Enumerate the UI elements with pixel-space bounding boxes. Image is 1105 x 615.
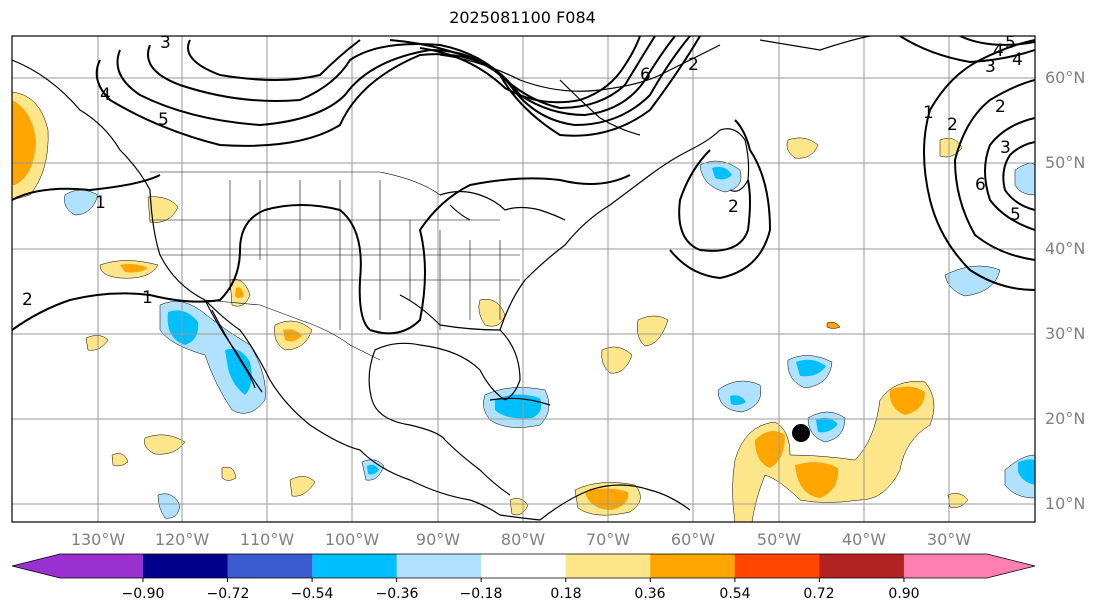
contour-label: 4 xyxy=(1012,50,1023,70)
contour-label: 2 xyxy=(947,115,958,135)
colorbar-tick: 0.36 xyxy=(634,586,666,602)
contour-label: 5 xyxy=(1010,205,1021,225)
colorbar-segment xyxy=(565,554,651,578)
contour-label: 3 xyxy=(160,33,171,53)
colorbar-tick: −0.72 xyxy=(206,586,250,602)
colorbar-tick: 0.54 xyxy=(719,586,751,602)
colorbar-extend-max xyxy=(987,554,1035,578)
lat-label: 50°N xyxy=(1045,153,1086,172)
colorbar-tick: 0.72 xyxy=(803,586,835,602)
colorbar-extend-min xyxy=(12,554,60,578)
colorbar-segment xyxy=(396,554,482,578)
colorbar-segment xyxy=(734,554,820,578)
lat-label: 20°N xyxy=(1045,409,1086,428)
colorbar-tick: −0.36 xyxy=(375,586,419,602)
contour-label: 2 xyxy=(995,97,1006,117)
storm-position-marker xyxy=(792,424,810,442)
contour-label: 3 xyxy=(1000,138,1011,158)
colorbar-outline xyxy=(11,553,1036,579)
contour-label: 5 xyxy=(158,110,169,130)
colorbar-segment xyxy=(819,554,905,578)
height-contours xyxy=(12,36,1035,335)
colorbar-segment xyxy=(650,554,736,578)
colorbar-tick: −0.18 xyxy=(459,586,503,602)
contour-label: 4 xyxy=(100,85,111,105)
lon-label: 50°W xyxy=(756,530,802,549)
colorbar-tick: −0.90 xyxy=(121,586,165,602)
coastlines xyxy=(12,36,871,521)
lon-label: 80°W xyxy=(500,530,546,549)
colorbar-tick: −0.54 xyxy=(290,586,334,602)
contour-label: 5 xyxy=(1005,33,1016,53)
lat-label: 60°N xyxy=(1045,68,1086,87)
anomaly-shading xyxy=(12,91,1035,522)
colorbar-segment xyxy=(312,554,398,578)
lon-label: 110°W xyxy=(239,530,295,549)
lat-label: 30°N xyxy=(1045,324,1086,343)
lon-label: 130°W xyxy=(70,530,126,549)
contour-label: 2 xyxy=(728,197,739,217)
lon-label: 70°W xyxy=(585,530,631,549)
contour-label: 6 xyxy=(975,175,986,195)
colorbar-segment xyxy=(481,554,567,578)
lon-label: 60°W xyxy=(670,530,716,549)
lon-label: 100°W xyxy=(324,530,380,549)
colorbar-tick: 0.18 xyxy=(550,586,582,602)
contour-label: 3 xyxy=(985,57,996,77)
colorbar-segment xyxy=(60,554,143,578)
contour-label: 1 xyxy=(923,103,934,123)
contour-label: 4 xyxy=(993,41,1004,61)
colorbar-segment xyxy=(903,554,987,578)
colorbar-segment xyxy=(227,554,313,578)
contour-label: 1 xyxy=(95,193,106,213)
contour-label: 1 xyxy=(142,288,153,308)
contour-label: 2 xyxy=(688,55,699,75)
contour-label: 6 xyxy=(640,65,651,85)
graticule xyxy=(12,36,1035,522)
lon-label: 120°W xyxy=(154,530,210,549)
lon-label: 40°W xyxy=(841,530,887,549)
map-title: 2025081100 F084 xyxy=(449,8,596,27)
contour-label: 2 xyxy=(22,290,33,310)
lon-label: 90°W xyxy=(415,530,461,549)
lat-label: 40°N xyxy=(1045,239,1086,258)
political-borders xyxy=(150,171,520,361)
lon-label: 30°W xyxy=(926,530,972,549)
colorbar xyxy=(11,553,1036,582)
lat-label: 10°N xyxy=(1045,494,1086,513)
colorbar-segment xyxy=(143,554,229,578)
contour-labels: 3 4 5 6 2 1 2 1 2 2 1 2 3 6 5 4 5 4 3 xyxy=(22,33,1023,310)
colorbar-tick: 0.90 xyxy=(888,586,920,602)
